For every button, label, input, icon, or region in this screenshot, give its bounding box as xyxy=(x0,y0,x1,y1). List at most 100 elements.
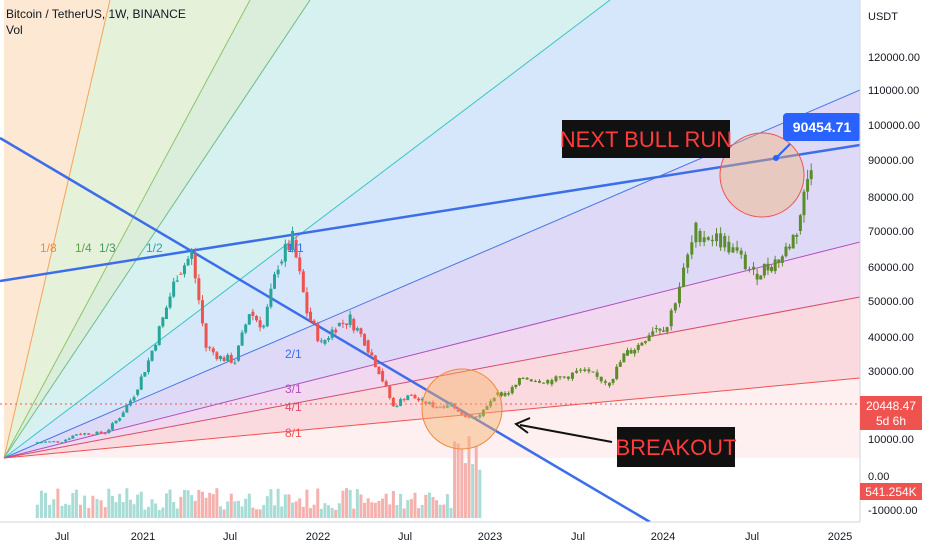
candle-body xyxy=(91,434,95,436)
candle-body xyxy=(291,231,295,251)
volume-bar xyxy=(95,499,99,518)
candle-body xyxy=(525,377,529,380)
candle-body xyxy=(510,387,514,394)
candle-body xyxy=(146,360,150,373)
volume-bar xyxy=(103,507,107,518)
volume-bar xyxy=(222,509,226,518)
volume-bar xyxy=(240,506,244,518)
candle-body xyxy=(471,416,475,418)
time-tick-3: 2022 xyxy=(306,531,330,543)
candle-body xyxy=(143,372,147,377)
candle-body xyxy=(175,280,179,282)
volume-bars xyxy=(35,436,482,518)
candle-body xyxy=(467,415,471,418)
price-tick-1: 110000.00 xyxy=(868,85,919,97)
breakout-circle xyxy=(421,368,503,450)
candle-body xyxy=(780,256,784,263)
candle-body xyxy=(251,311,255,316)
price-tick-10: 10000.00 xyxy=(868,434,914,446)
candle-body xyxy=(499,392,503,396)
candle-body xyxy=(222,357,226,362)
candle-body xyxy=(417,398,421,401)
candle-body xyxy=(56,441,60,443)
candle-body xyxy=(373,355,377,368)
candle-body xyxy=(427,402,431,404)
volume-bar xyxy=(164,493,168,518)
candle-body xyxy=(521,378,525,380)
volume-bar xyxy=(83,495,87,518)
candle-body xyxy=(48,441,52,443)
breakout-box xyxy=(617,427,735,467)
target-circle xyxy=(719,132,805,218)
candle-body xyxy=(706,237,710,240)
volume-bar xyxy=(312,504,316,518)
time-tick-8: Jul xyxy=(745,531,759,543)
candle-body xyxy=(79,433,83,435)
candle-body xyxy=(629,350,633,354)
target-price-box[interactable] xyxy=(783,113,861,141)
volume-badge xyxy=(860,483,922,500)
candle-body xyxy=(164,307,168,319)
volume-bar xyxy=(208,492,212,518)
candle-body xyxy=(359,328,363,335)
candle-body xyxy=(215,352,219,360)
time-axis[interactable]: Jul 2021 Jul 2022 Jul 2023 Jul 2024 Jul 2025 xyxy=(0,521,932,550)
candle-body xyxy=(662,330,666,332)
volume-bar xyxy=(283,494,287,518)
candle-body xyxy=(492,397,496,402)
candle-body xyxy=(128,400,132,406)
volume-bar xyxy=(233,501,237,518)
volume-bar xyxy=(262,504,266,518)
volume-bar xyxy=(139,491,143,518)
candle-body xyxy=(197,278,201,301)
candle-body xyxy=(154,345,158,351)
candle-body xyxy=(618,362,622,367)
candle-body xyxy=(265,306,269,327)
candle-body xyxy=(715,233,719,242)
candle-body xyxy=(747,269,751,271)
volume-bar xyxy=(366,498,370,518)
price-axis[interactable]: USDT 120000.00 110000.00 100000.00 90000.00… xyxy=(859,0,932,522)
resistance-trendline[interactable] xyxy=(0,143,861,283)
candle-body xyxy=(651,331,655,336)
candle-body xyxy=(136,389,140,395)
candle-body xyxy=(640,342,644,346)
volume-indicator-label[interactable]: Vol xyxy=(6,23,23,37)
candle-body xyxy=(743,254,747,270)
volume-bar xyxy=(175,508,179,518)
candle-body xyxy=(456,408,460,412)
candle-body xyxy=(35,442,39,444)
volume-bar xyxy=(125,488,129,518)
volume-bar xyxy=(265,496,269,518)
candle-body xyxy=(193,254,197,279)
candle-body xyxy=(208,347,212,349)
candle-body xyxy=(784,246,788,257)
volume-bar xyxy=(48,504,52,518)
candle-body xyxy=(654,328,658,329)
time-tick-2: Jul xyxy=(223,531,237,543)
fan-band-cyan xyxy=(4,0,860,458)
volume-bar xyxy=(294,501,298,518)
fan-label-4-1: 4/1 xyxy=(285,400,302,414)
volume-bar xyxy=(161,507,165,518)
candle-body xyxy=(337,322,341,327)
candle-body xyxy=(114,420,118,424)
candle-body xyxy=(702,237,706,243)
vol-tick-neg: -10000.00 xyxy=(868,505,918,517)
candle-body xyxy=(366,340,370,353)
candle-body xyxy=(595,372,599,377)
volume-bar xyxy=(273,505,277,518)
candle-body xyxy=(791,234,795,249)
downtrend-line[interactable] xyxy=(0,136,651,524)
symbol-title[interactable]: Bitcoin / TetherUS, 1W, BINANCE xyxy=(6,7,186,21)
volume-bar xyxy=(99,500,103,518)
candle-body xyxy=(95,431,99,435)
volume-bar xyxy=(449,507,453,518)
volume-bar xyxy=(154,503,158,518)
candle-body xyxy=(103,433,107,435)
candle-body xyxy=(83,433,87,435)
next-bull-run-box xyxy=(562,120,730,158)
volume-bar xyxy=(44,492,48,518)
volume-bar xyxy=(337,503,341,518)
